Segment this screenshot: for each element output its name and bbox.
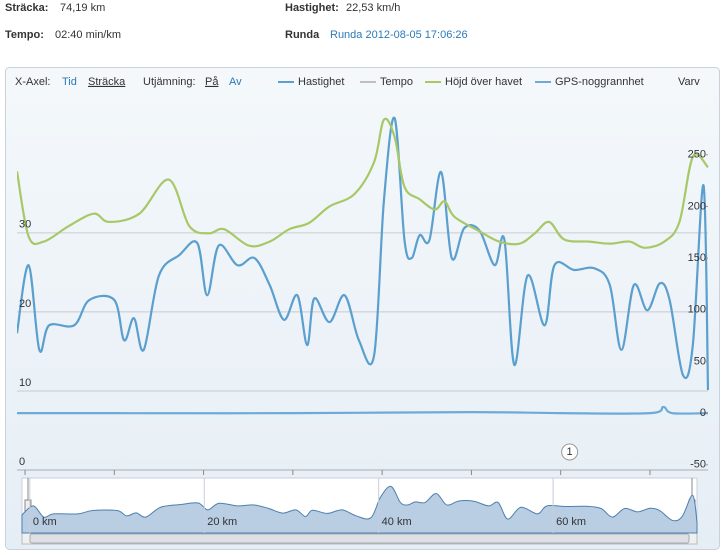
y-tick-label: 20	[19, 298, 31, 310]
chart-panel	[5, 67, 720, 550]
y-tick-label: 10	[19, 377, 31, 389]
y2-tick-label: 50	[694, 355, 706, 367]
speed: 22,53 km/h	[346, 2, 400, 14]
x-tick-label: 0 km	[13, 475, 37, 487]
y2-tick-label: 0	[700, 407, 706, 419]
series-line	[17, 405, 709, 415]
y-tick-label: 0	[19, 456, 25, 468]
smoothing-option[interactable]: På	[205, 76, 219, 88]
y-tick-label: 30	[19, 219, 31, 231]
speed-label: Hastighet:	[285, 2, 339, 14]
pace: 02:40 min/km	[55, 29, 121, 41]
lap-label: Runda	[285, 29, 320, 41]
y2-tick-label: 200	[688, 200, 706, 212]
y2-tick-label: -50	[690, 459, 706, 471]
smoothing-label: Utjämning:	[143, 76, 196, 88]
x-option[interactable]: Sträcka	[88, 76, 126, 88]
distance-label: Sträcka:	[5, 2, 48, 14]
legend-item[interactable]: GPS-noggrannhet	[555, 76, 644, 88]
legend-item[interactable]: Höjd över havet	[445, 76, 522, 88]
legend-item[interactable]: Varv	[678, 76, 700, 88]
legend-item[interactable]: Tempo	[380, 76, 413, 88]
x-option[interactable]: Tid	[62, 76, 77, 88]
flag-label: 1	[567, 446, 573, 458]
navigator-tick-label: 20 km	[207, 516, 237, 528]
smoothing-option[interactable]: Av	[229, 76, 242, 88]
navigator-tick-label: 0 km	[33, 516, 57, 528]
pace-label: Tempo:	[5, 29, 44, 41]
navigator-area	[21, 485, 698, 534]
lap-link[interactable]: Runda 2012-08-05 17:06:26	[330, 29, 468, 41]
navigator-tick-label: 60 km	[556, 516, 586, 528]
scrollbar-thumb[interactable]	[29, 533, 690, 544]
legend-item[interactable]: Hastighet	[298, 76, 344, 88]
y2-tick-label: 100	[688, 304, 706, 316]
y2-tick-label: 250	[688, 149, 706, 161]
navigator-tick-label: 40 km	[382, 516, 412, 528]
series-line	[17, 117, 709, 249]
flag[interactable]	[561, 443, 579, 461]
x-axis-label: X-Axel:	[15, 76, 50, 88]
distance: 74,19 km	[60, 2, 105, 14]
y2-tick-label: 150	[688, 252, 706, 264]
